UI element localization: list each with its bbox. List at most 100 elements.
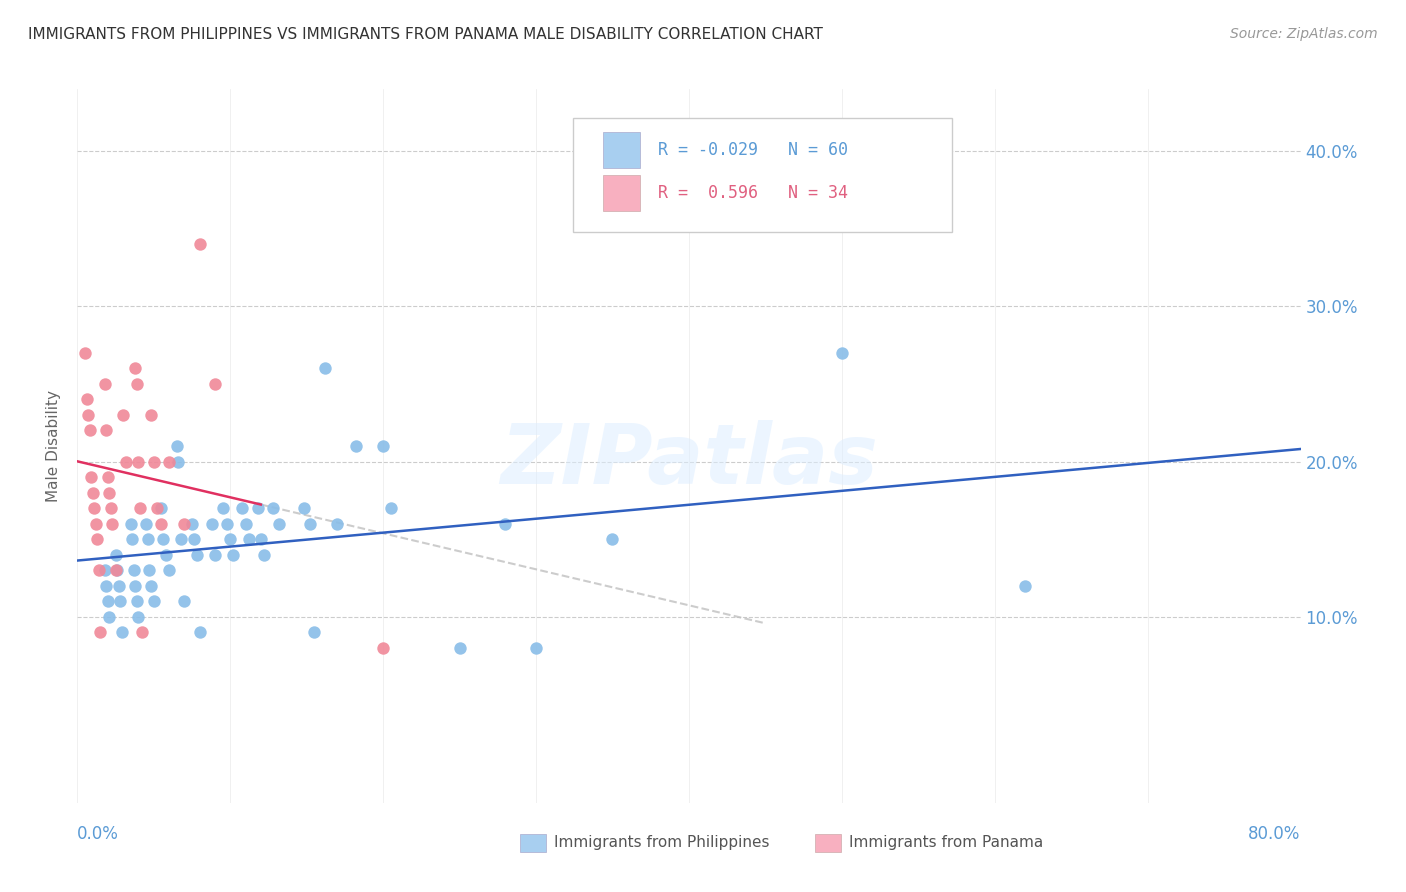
Point (98, 485, 121, 500)
Point (188, 625, 211, 640)
Y-axis label: Male Disability: Male Disability (46, 390, 62, 502)
Point (831, 346, 853, 360)
Point (304, 625, 326, 640)
Text: R = -0.029   N = 60: R = -0.029 N = 60 (658, 141, 848, 159)
Point (80, 470, 103, 484)
Point (104, 563, 127, 577)
Point (204, 376, 226, 391)
Point (100, 501, 122, 516)
Point (380, 501, 402, 516)
Point (371, 439, 394, 453)
Point (146, 501, 169, 516)
Point (89, 625, 111, 640)
Point (183, 532, 205, 546)
Bar (603, 132, 640, 168)
Text: Immigrants from Philippines: Immigrants from Philippines (554, 836, 769, 850)
Point (139, 579, 162, 593)
Point (84, 516, 107, 531)
Point (139, 408, 162, 422)
Point (96, 579, 118, 593)
Point (128, 454, 150, 468)
Point (128, 609, 150, 624)
Point (495, 516, 517, 531)
Point (104, 548, 127, 562)
Text: IMMIGRANTS FROM PHILIPPINES VS IMMIGRANTS FROM PANAMA MALE DISABILITY CORRELATIO: IMMIGRANTS FROM PHILIPPINES VS IMMIGRANT… (28, 27, 823, 42)
Point (150, 501, 173, 516)
Point (238, 532, 260, 546)
Text: R =  0.596   N = 34: R = 0.596 N = 34 (658, 184, 848, 202)
Point (201, 516, 224, 531)
Text: 0.0%: 0.0% (77, 825, 120, 843)
Point (142, 454, 165, 468)
Point (107, 579, 129, 593)
Point (602, 532, 624, 546)
Point (121, 532, 143, 546)
Point (166, 439, 188, 453)
Point (79, 424, 101, 438)
Point (155, 548, 177, 562)
Point (96, 424, 118, 438)
Point (157, 563, 180, 577)
Point (129, 501, 152, 516)
Point (188, 237, 211, 252)
Point (152, 532, 174, 546)
Point (344, 439, 367, 453)
Point (204, 548, 226, 562)
Point (449, 640, 471, 655)
Point (94, 563, 117, 577)
Point (124, 579, 146, 593)
Point (1014, 579, 1036, 593)
Point (173, 594, 195, 608)
Point (76, 392, 98, 407)
Point (219, 532, 242, 546)
Point (105, 563, 128, 577)
Point (250, 532, 273, 546)
Point (112, 408, 135, 422)
Point (98, 609, 121, 624)
Point (111, 625, 134, 640)
Point (83, 501, 105, 516)
Point (167, 454, 190, 468)
Point (125, 376, 148, 391)
Point (173, 516, 195, 531)
Point (269, 516, 291, 531)
Text: Immigrants from Panama: Immigrants from Panama (849, 836, 1043, 850)
Point (101, 516, 124, 531)
Point (82, 485, 104, 500)
Text: 80.0%: 80.0% (1249, 825, 1301, 843)
Point (524, 640, 547, 655)
Point (138, 563, 160, 577)
Point (135, 516, 157, 531)
Point (97, 470, 120, 484)
Point (131, 625, 153, 640)
Point (87, 563, 110, 577)
Point (136, 532, 159, 546)
Point (326, 516, 349, 531)
Point (298, 516, 321, 531)
Point (211, 501, 233, 516)
Point (157, 454, 180, 468)
Point (253, 548, 276, 562)
Point (170, 532, 193, 546)
Point (262, 501, 284, 516)
Point (181, 516, 204, 531)
Point (86, 532, 108, 546)
Text: Source: ZipAtlas.com: Source: ZipAtlas.com (1230, 27, 1378, 41)
Bar (603, 175, 640, 211)
Point (97, 594, 120, 608)
Point (371, 640, 394, 655)
Point (124, 361, 146, 376)
Point (235, 516, 257, 531)
Point (122, 563, 145, 577)
Point (120, 516, 142, 531)
Point (292, 501, 315, 516)
Point (125, 594, 148, 608)
Point (246, 501, 269, 516)
Point (94, 376, 117, 391)
Point (217, 516, 239, 531)
Point (77, 408, 100, 422)
FancyBboxPatch shape (572, 118, 952, 232)
Point (115, 454, 138, 468)
Point (231, 501, 253, 516)
Point (186, 548, 208, 562)
